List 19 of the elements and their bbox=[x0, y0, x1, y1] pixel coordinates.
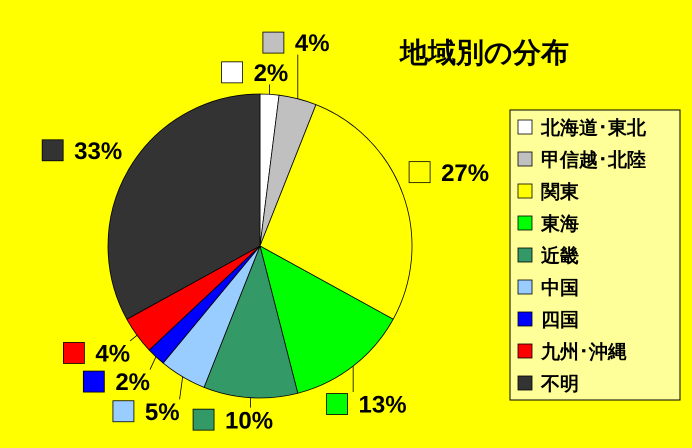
legend-label: 甲信越･北陸 bbox=[541, 148, 646, 171]
chart-title: 地域別の分布 bbox=[398, 36, 569, 69]
legend-label: 北海道･東北 bbox=[540, 116, 647, 139]
legend-label: 四国 bbox=[541, 308, 579, 331]
data-label: 2% bbox=[115, 369, 150, 396]
legend-label: 不明 bbox=[540, 372, 579, 395]
legend-label: 九州･沖縄 bbox=[540, 340, 627, 363]
data-label: 13% bbox=[358, 392, 407, 419]
data-label: 4% bbox=[294, 30, 330, 58]
data-label: 10% bbox=[225, 407, 274, 434]
legend-label: 近畿 bbox=[540, 244, 579, 267]
legend-label: 中国 bbox=[541, 276, 579, 299]
data-label: 4% bbox=[95, 340, 130, 368]
data-label: 27% bbox=[441, 160, 490, 187]
data-label: 2% bbox=[254, 60, 288, 87]
data-label: 5% bbox=[144, 398, 180, 426]
legend-label: 東海 bbox=[540, 212, 579, 235]
legend-label: 関東 bbox=[541, 180, 580, 203]
data-label: 33% bbox=[74, 138, 122, 165]
